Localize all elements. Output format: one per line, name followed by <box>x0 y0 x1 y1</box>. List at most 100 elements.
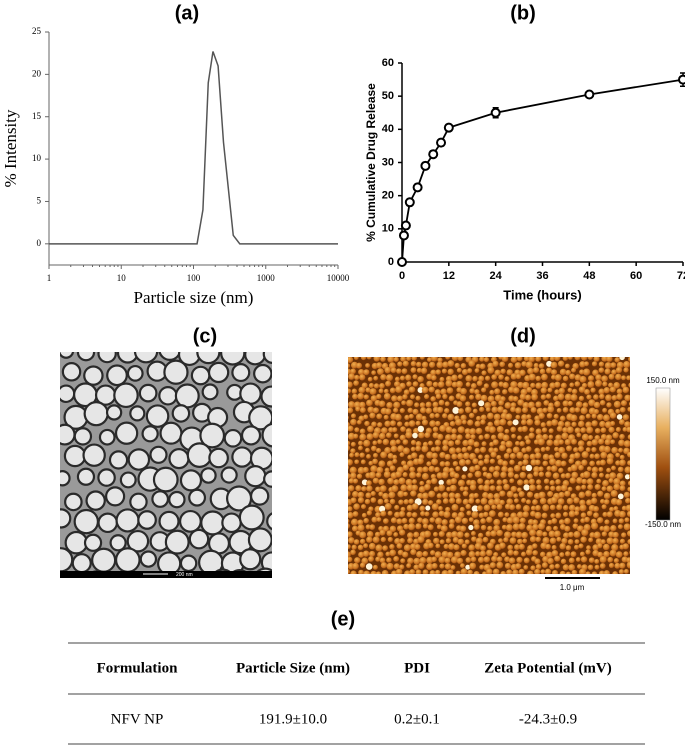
afm-particle <box>629 396 630 399</box>
afm-particle <box>359 531 367 539</box>
afm-particle <box>569 373 576 380</box>
afm-particle <box>417 387 424 394</box>
afm-particle <box>613 483 621 491</box>
afm-particle <box>470 556 477 563</box>
tem-particle <box>126 364 144 382</box>
afm-particle <box>606 537 614 545</box>
afm-particle <box>412 374 418 380</box>
afm-particle <box>353 503 360 511</box>
tem-particle <box>73 508 100 535</box>
afm-particle <box>369 412 376 419</box>
afm-particle <box>350 570 357 574</box>
afm-particle <box>603 550 610 558</box>
afm-particle <box>624 466 630 474</box>
afm-particle <box>549 504 556 511</box>
afm-particle <box>447 360 455 367</box>
afm-particle <box>521 425 528 433</box>
afm-particle <box>510 406 516 413</box>
afm-particle <box>612 518 618 524</box>
afm-particle <box>476 415 482 421</box>
afm-particle <box>352 562 359 570</box>
afm-particle <box>353 380 359 387</box>
afm-particle <box>438 484 446 492</box>
afm-particle <box>491 555 498 563</box>
afm-particle <box>406 511 413 518</box>
y-tick-label: 30 <box>382 156 394 168</box>
afm-particle <box>564 438 571 446</box>
afm-particle <box>567 486 573 492</box>
afm-particle <box>393 532 399 537</box>
tem-particle <box>238 504 265 531</box>
afm-particle <box>446 387 454 394</box>
afm-particle <box>514 473 520 479</box>
afm-particle <box>351 544 357 550</box>
afm-particle <box>363 517 369 524</box>
afm-particle <box>406 460 414 468</box>
afm-particle <box>348 569 351 574</box>
afm-particle <box>533 439 540 445</box>
afm-particle <box>410 394 416 400</box>
afm-particle <box>505 524 513 532</box>
afm-particle <box>389 498 396 505</box>
afm-particle <box>512 516 520 524</box>
afm-particle <box>350 549 356 556</box>
afm-particle <box>516 357 523 362</box>
afm-particle <box>472 408 478 414</box>
afm-particle <box>403 544 411 552</box>
afm-particle <box>461 474 467 480</box>
afm-particle <box>525 548 533 556</box>
afm-particle <box>522 511 529 518</box>
afm-particle <box>623 551 629 557</box>
tem-particle <box>239 382 262 406</box>
afm-particle <box>489 389 495 395</box>
afm-particle <box>541 512 548 519</box>
afm-particle <box>491 374 498 380</box>
afm-particle <box>579 551 585 557</box>
afm-particle <box>442 498 449 505</box>
afm-particle <box>354 452 360 458</box>
afm-particle <box>606 357 613 363</box>
afm-particle <box>451 512 458 519</box>
afm-particle <box>375 512 381 518</box>
afm-particle <box>372 431 380 439</box>
afm-particle <box>631 518 637 524</box>
table-cell: 0.2±0.1 <box>394 711 440 727</box>
afm-particle <box>581 484 587 490</box>
afm-particle <box>434 446 441 452</box>
afm-particle <box>442 361 449 368</box>
afm-particle <box>588 399 596 407</box>
afm-particle <box>544 485 550 491</box>
afm-particle <box>589 460 595 467</box>
afm-particle <box>522 401 530 409</box>
afm-particle <box>488 498 495 506</box>
afm-particle <box>466 510 472 516</box>
afm-particle <box>507 467 514 474</box>
afm-particle <box>370 497 377 504</box>
afm-particle <box>539 551 546 558</box>
afm-particle <box>394 381 401 388</box>
afm-particle <box>623 440 630 448</box>
tem-particle <box>248 405 272 431</box>
afm-particle <box>415 420 421 426</box>
afm-particle <box>409 471 417 479</box>
afm-particle <box>493 493 501 500</box>
afm-particle <box>525 464 533 472</box>
afm-particle <box>357 491 365 499</box>
afm-particle <box>504 428 510 434</box>
afm-particle <box>356 362 363 369</box>
afm-particle <box>487 366 495 374</box>
afm-particle <box>376 362 383 369</box>
afm-particle <box>530 565 536 571</box>
afm-particle <box>433 486 440 492</box>
afm-particle <box>613 558 620 564</box>
afm-particle <box>598 472 604 478</box>
afm-particle <box>507 420 513 426</box>
afm-particle <box>547 557 554 565</box>
afm-particle <box>444 453 451 460</box>
afm-particle <box>546 420 553 427</box>
afm-particle <box>407 407 413 414</box>
afm-particle <box>409 466 416 473</box>
tem-particle <box>152 466 179 493</box>
afm-particle <box>501 460 509 467</box>
afm-particle <box>533 466 540 473</box>
